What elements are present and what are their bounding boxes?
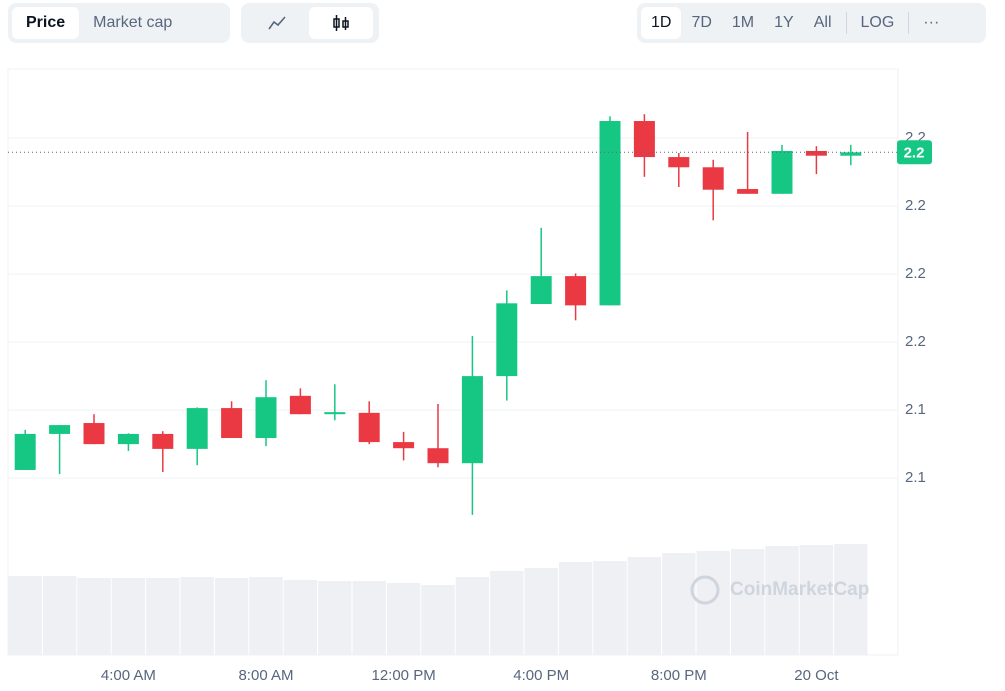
volume-bar	[214, 578, 249, 655]
x-tick-label: 8:00 AM	[238, 667, 293, 684]
y-tick-label: 2.2	[905, 265, 926, 282]
volume-bar	[558, 562, 593, 655]
last-price-tag	[897, 140, 932, 165]
volume-bar	[765, 546, 799, 655]
candle-body	[530, 276, 552, 304]
candle-body	[496, 303, 518, 377]
candle-chart-button[interactable]	[309, 7, 373, 39]
volume-bar	[730, 549, 765, 655]
range-tabs: 1D 7D 1M 1Y All LOG ···	[637, 3, 986, 43]
plot-frame	[7, 68, 899, 656]
candle-body	[14, 433, 36, 470]
candle-body	[358, 412, 380, 443]
y-tick-label: 2.1	[905, 469, 926, 486]
range-7d[interactable]: 7D	[691, 14, 712, 31]
volume-bar	[352, 581, 386, 655]
volume-bar	[318, 581, 352, 655]
volume-bar	[386, 583, 421, 655]
candle-body	[737, 189, 759, 194]
volume-bar	[77, 578, 111, 655]
metric-tabs: Price Market cap	[8, 3, 230, 43]
volume-bar	[283, 580, 318, 655]
volume-bar	[490, 571, 524, 655]
volume-bar	[627, 557, 662, 655]
x-tick-label: 8:00 PM	[651, 667, 707, 684]
line-chart-button[interactable]	[245, 7, 309, 39]
log-toggle[interactable]: LOG	[860, 14, 895, 31]
y-tick-label: 2.2	[905, 333, 926, 350]
x-tick-label: 4:00 AM	[101, 667, 156, 684]
last-price-label: 2.2	[904, 144, 925, 161]
volume-bar	[593, 561, 627, 655]
candle-icon	[333, 15, 349, 31]
volume-bar	[42, 576, 77, 655]
volume-bar	[834, 544, 868, 655]
candle-body	[289, 395, 311, 415]
candle-body	[805, 150, 827, 156]
candle-body	[221, 408, 243, 439]
candle-body	[83, 423, 105, 445]
candle-body	[117, 433, 139, 445]
volume-bar	[455, 577, 490, 655]
range-1y[interactable]: 1Y	[774, 14, 794, 31]
volume-bar	[8, 576, 42, 655]
y-tick-label: 2.1	[905, 401, 926, 418]
candle-body	[565, 276, 587, 306]
watermark: CoinMarketCap	[730, 579, 869, 600]
line-icon	[268, 16, 286, 30]
watermark-logo	[690, 575, 720, 605]
candle-body	[186, 408, 208, 449]
tab-price[interactable]: Price	[12, 7, 80, 39]
candle-body	[840, 152, 862, 156]
volume-bar	[421, 585, 455, 655]
chart-type-tabs	[241, 3, 379, 43]
volume-bar	[249, 577, 283, 655]
candle-body	[393, 442, 415, 449]
range-all[interactable]: All	[813, 14, 832, 31]
separator	[845, 12, 847, 34]
candle-body	[771, 150, 793, 194]
candle-body	[324, 412, 346, 415]
candle-body	[152, 433, 174, 449]
candle-body	[599, 121, 621, 306]
candle-body	[461, 376, 483, 464]
more-button[interactable]: ···	[923, 14, 940, 31]
volume-bar	[799, 545, 834, 655]
x-tick-label: 20 Oct	[794, 667, 839, 684]
candle-body	[255, 397, 277, 439]
x-tick-label: 12:00 PM	[371, 667, 435, 684]
candle-body	[49, 425, 71, 434]
tab-market-cap[interactable]: Market cap	[93, 14, 173, 31]
volume-bar	[111, 578, 146, 655]
volume-bar	[146, 578, 180, 655]
candle-body	[668, 157, 690, 168]
volume-bar	[662, 553, 696, 655]
range-1m[interactable]: 1M	[731, 14, 755, 31]
candle-body	[633, 121, 655, 158]
range-1d[interactable]: 1D	[641, 7, 682, 39]
volume-bar	[180, 577, 214, 655]
x-tick-label: 4:00 PM	[513, 667, 569, 684]
y-tick-label: 2.2	[905, 197, 926, 214]
candle-body	[427, 448, 449, 464]
separator	[908, 12, 910, 34]
volume-bar	[524, 568, 558, 655]
candle-body	[702, 167, 724, 190]
